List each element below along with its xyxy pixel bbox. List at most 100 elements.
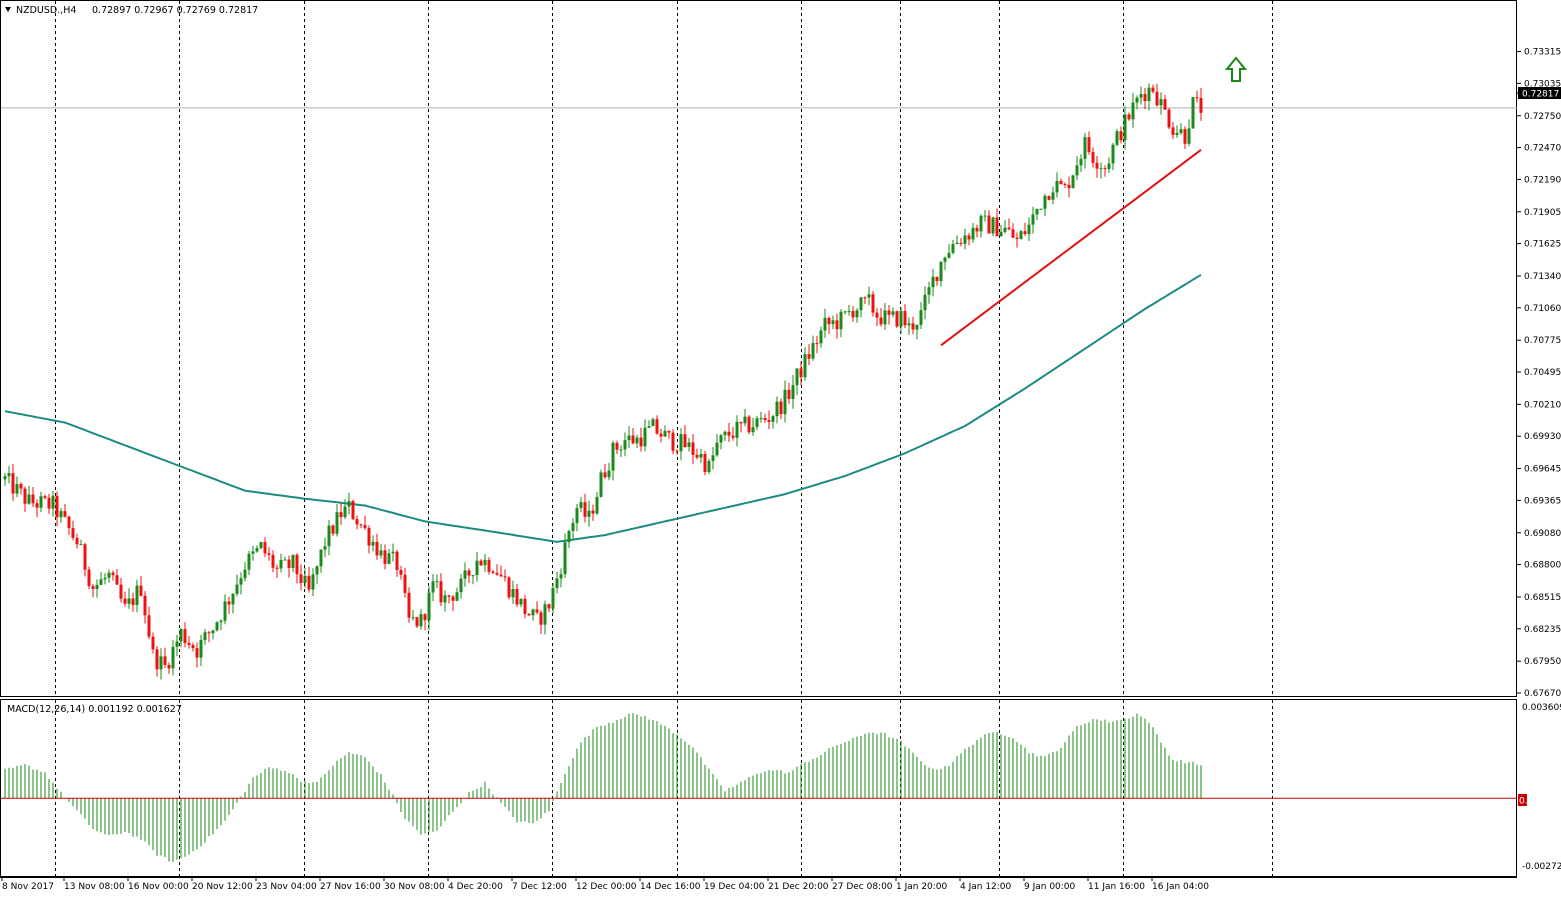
bull-candle <box>791 385 795 399</box>
bull-candle <box>327 525 331 547</box>
price-label: 0.68800 <box>1524 561 1561 571</box>
bull-candle <box>243 569 247 579</box>
bear-candle <box>1023 231 1027 235</box>
bull-candle <box>251 551 255 554</box>
bull-candle <box>1099 168 1103 170</box>
bear-candle <box>767 420 771 422</box>
bear-candle <box>655 419 659 434</box>
bear-candle <box>43 496 47 498</box>
bull-candle <box>203 632 207 641</box>
bull-candle <box>1035 208 1039 215</box>
bear-candle <box>535 609 539 613</box>
bull-candle <box>1039 208 1043 210</box>
bear-candle <box>55 495 59 518</box>
bear-candle <box>183 629 187 643</box>
bull-candle <box>347 501 351 507</box>
bull-candle <box>619 449 623 451</box>
bear-candle <box>987 215 991 234</box>
time-label: 7 Dec 12:00 <box>512 882 567 892</box>
bull-candle <box>679 434 683 452</box>
price-label: 0.67950 <box>1524 657 1561 667</box>
bull-candle <box>391 551 395 554</box>
bull-candle <box>475 560 479 576</box>
bull-candle <box>231 593 235 605</box>
bear-candle <box>267 553 271 555</box>
bull-candle <box>311 574 315 590</box>
moving-average-layer <box>4 273 1202 543</box>
bull-candle <box>947 252 951 258</box>
bull-candle <box>471 575 475 577</box>
bear-candle <box>359 524 363 526</box>
bull-candle <box>759 418 763 420</box>
bull-candle <box>1147 87 1151 101</box>
bear-candle <box>375 541 379 556</box>
bull-candle <box>599 472 603 497</box>
time-label: 13 Nov 08:00 <box>64 882 125 892</box>
bear-candle <box>911 323 915 330</box>
bull-candle <box>559 574 563 579</box>
bull-candle <box>419 614 423 627</box>
bear-candle <box>1103 168 1107 170</box>
bull-candle <box>199 640 203 658</box>
time-label: 4 Jan 12:00 <box>960 882 1012 892</box>
bear-candle <box>207 632 211 634</box>
bull-candle <box>979 215 983 232</box>
bull-candle <box>819 330 823 344</box>
bull-candle <box>215 622 219 631</box>
bear-candle <box>631 435 635 444</box>
bear-candle <box>747 416 751 433</box>
bull-candle <box>847 311 851 313</box>
bear-candle <box>583 502 587 517</box>
bull-candle <box>223 601 227 621</box>
bear-candle <box>515 588 519 605</box>
bear-candle <box>807 354 811 359</box>
price-label: 0.70210 <box>1524 400 1561 410</box>
bull-candle <box>1191 97 1195 129</box>
bear-candle <box>119 584 123 599</box>
bull-candle <box>511 588 515 598</box>
bull-candle <box>919 310 923 325</box>
bull-candle <box>335 512 339 534</box>
bear-candle <box>83 544 87 570</box>
bull-candle <box>343 506 347 518</box>
bear-candle <box>367 527 371 546</box>
bear-candle <box>975 227 979 232</box>
bull-candle <box>999 231 1003 237</box>
price-label: 0.71625 <box>1524 240 1561 250</box>
bull-candle <box>283 559 287 561</box>
bull-candle <box>723 431 727 436</box>
bull-candle <box>687 442 691 447</box>
time-label: 20 Nov 12:00 <box>192 882 253 892</box>
bull-candle <box>927 287 931 295</box>
bear-candle <box>1095 162 1099 169</box>
bear-candle <box>639 437 643 447</box>
bull-candle <box>459 578 463 593</box>
bear-candle <box>11 473 15 494</box>
bull-candle <box>103 577 107 580</box>
bull-candle <box>963 235 967 244</box>
bear-candle <box>123 598 127 604</box>
time-label: 16 Jan 04:00 <box>1152 882 1209 892</box>
symbol-menu-icon[interactable] <box>5 7 11 12</box>
bear-candle <box>1007 227 1011 230</box>
bear-candle <box>275 567 279 569</box>
bear-candle <box>195 648 199 658</box>
bull-candle <box>127 598 131 604</box>
bear-candle <box>503 576 507 578</box>
price-label: 0.68235 <box>1524 625 1561 635</box>
bear-candle <box>675 450 679 452</box>
bull-candle <box>543 604 547 625</box>
bull-candle <box>219 620 223 623</box>
bear-candle <box>147 615 151 637</box>
bull-candle <box>971 227 975 240</box>
bear-candle <box>415 617 419 627</box>
price-label: 0.68515 <box>1524 593 1561 603</box>
bull-candle <box>707 460 711 473</box>
bull-candle <box>699 453 703 458</box>
bull-candle <box>255 548 259 552</box>
time-label: 8 Nov 2017 <box>2 882 54 892</box>
bull-candle <box>635 437 639 444</box>
bear-candle <box>787 389 791 399</box>
